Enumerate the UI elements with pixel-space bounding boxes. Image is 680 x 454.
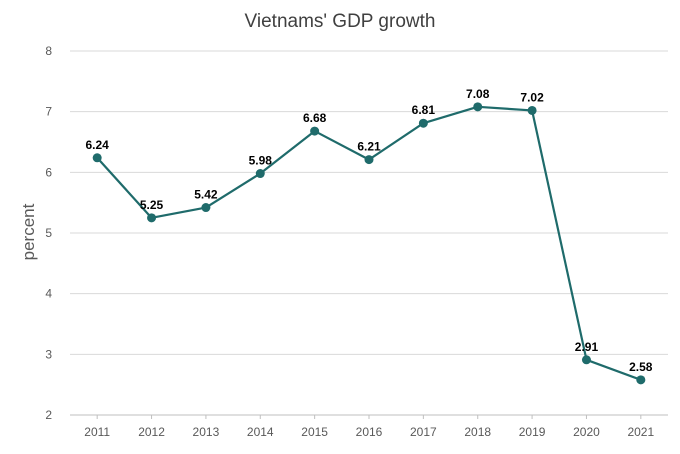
- data-point: [201, 203, 211, 213]
- x-tick-label: 2021: [627, 425, 654, 439]
- data-label: 6.81: [412, 103, 436, 117]
- x-tick-label: 2018: [464, 425, 491, 439]
- data-point: [473, 102, 483, 112]
- data-point: [636, 375, 646, 385]
- x-tick-label: 2020: [573, 425, 600, 439]
- x-axis-ticks: 2011 2012 2013 2014 2015 2016 2017 2018 2019 2020…: [84, 415, 654, 439]
- y-tick-label: 5: [45, 226, 52, 240]
- data-label: 6.21: [357, 140, 381, 154]
- x-tick-label: 2013: [193, 425, 220, 439]
- data-point: [418, 118, 428, 128]
- y-tick-label: 4: [45, 287, 52, 301]
- data-label: 6.24: [86, 138, 110, 152]
- y-axis-ticks: 2 3 4 5 6 7 8: [45, 44, 52, 422]
- y-tick-label: 2: [45, 408, 52, 422]
- x-tick-label: 2019: [519, 425, 546, 439]
- data-label: 6.68: [303, 111, 327, 125]
- x-tick-label: 2011: [84, 425, 110, 439]
- data-label: 2.91: [575, 340, 599, 354]
- data-label: 5.98: [249, 154, 273, 168]
- y-tick-label: 7: [45, 105, 52, 119]
- x-tick-label: 2016: [356, 425, 383, 439]
- data-label: 2.58: [629, 360, 653, 374]
- y-axis-label: percent: [19, 203, 38, 260]
- x-tick-label: 2015: [301, 425, 328, 439]
- data-label: 7.02: [520, 90, 544, 104]
- data-labels: 6.24 5.25 5.42 5.98 6.68 6.21 6.81 7.08 7.02 2.91…: [86, 87, 653, 374]
- y-tick-label: 8: [45, 44, 52, 58]
- data-point: [92, 153, 102, 163]
- data-point: [364, 155, 374, 165]
- gridlines: [70, 50, 668, 416]
- y-tick-label: 3: [45, 347, 52, 361]
- data-point: [255, 169, 265, 179]
- y-tick-label: 6: [45, 165, 52, 179]
- data-point: [147, 213, 157, 223]
- data-label: 7.08: [466, 87, 490, 101]
- x-tick-label: 2014: [247, 425, 274, 439]
- data-label: 5.42: [194, 188, 218, 202]
- data-point: [310, 126, 320, 136]
- x-tick-label: 2012: [138, 425, 165, 439]
- data-points: [92, 102, 646, 385]
- data-point: [527, 105, 537, 115]
- x-tick-label: 2017: [410, 425, 437, 439]
- chart-title: Vietnams' GDP growth: [245, 11, 436, 32]
- data-point: [581, 355, 591, 365]
- data-label: 5.25: [140, 198, 164, 212]
